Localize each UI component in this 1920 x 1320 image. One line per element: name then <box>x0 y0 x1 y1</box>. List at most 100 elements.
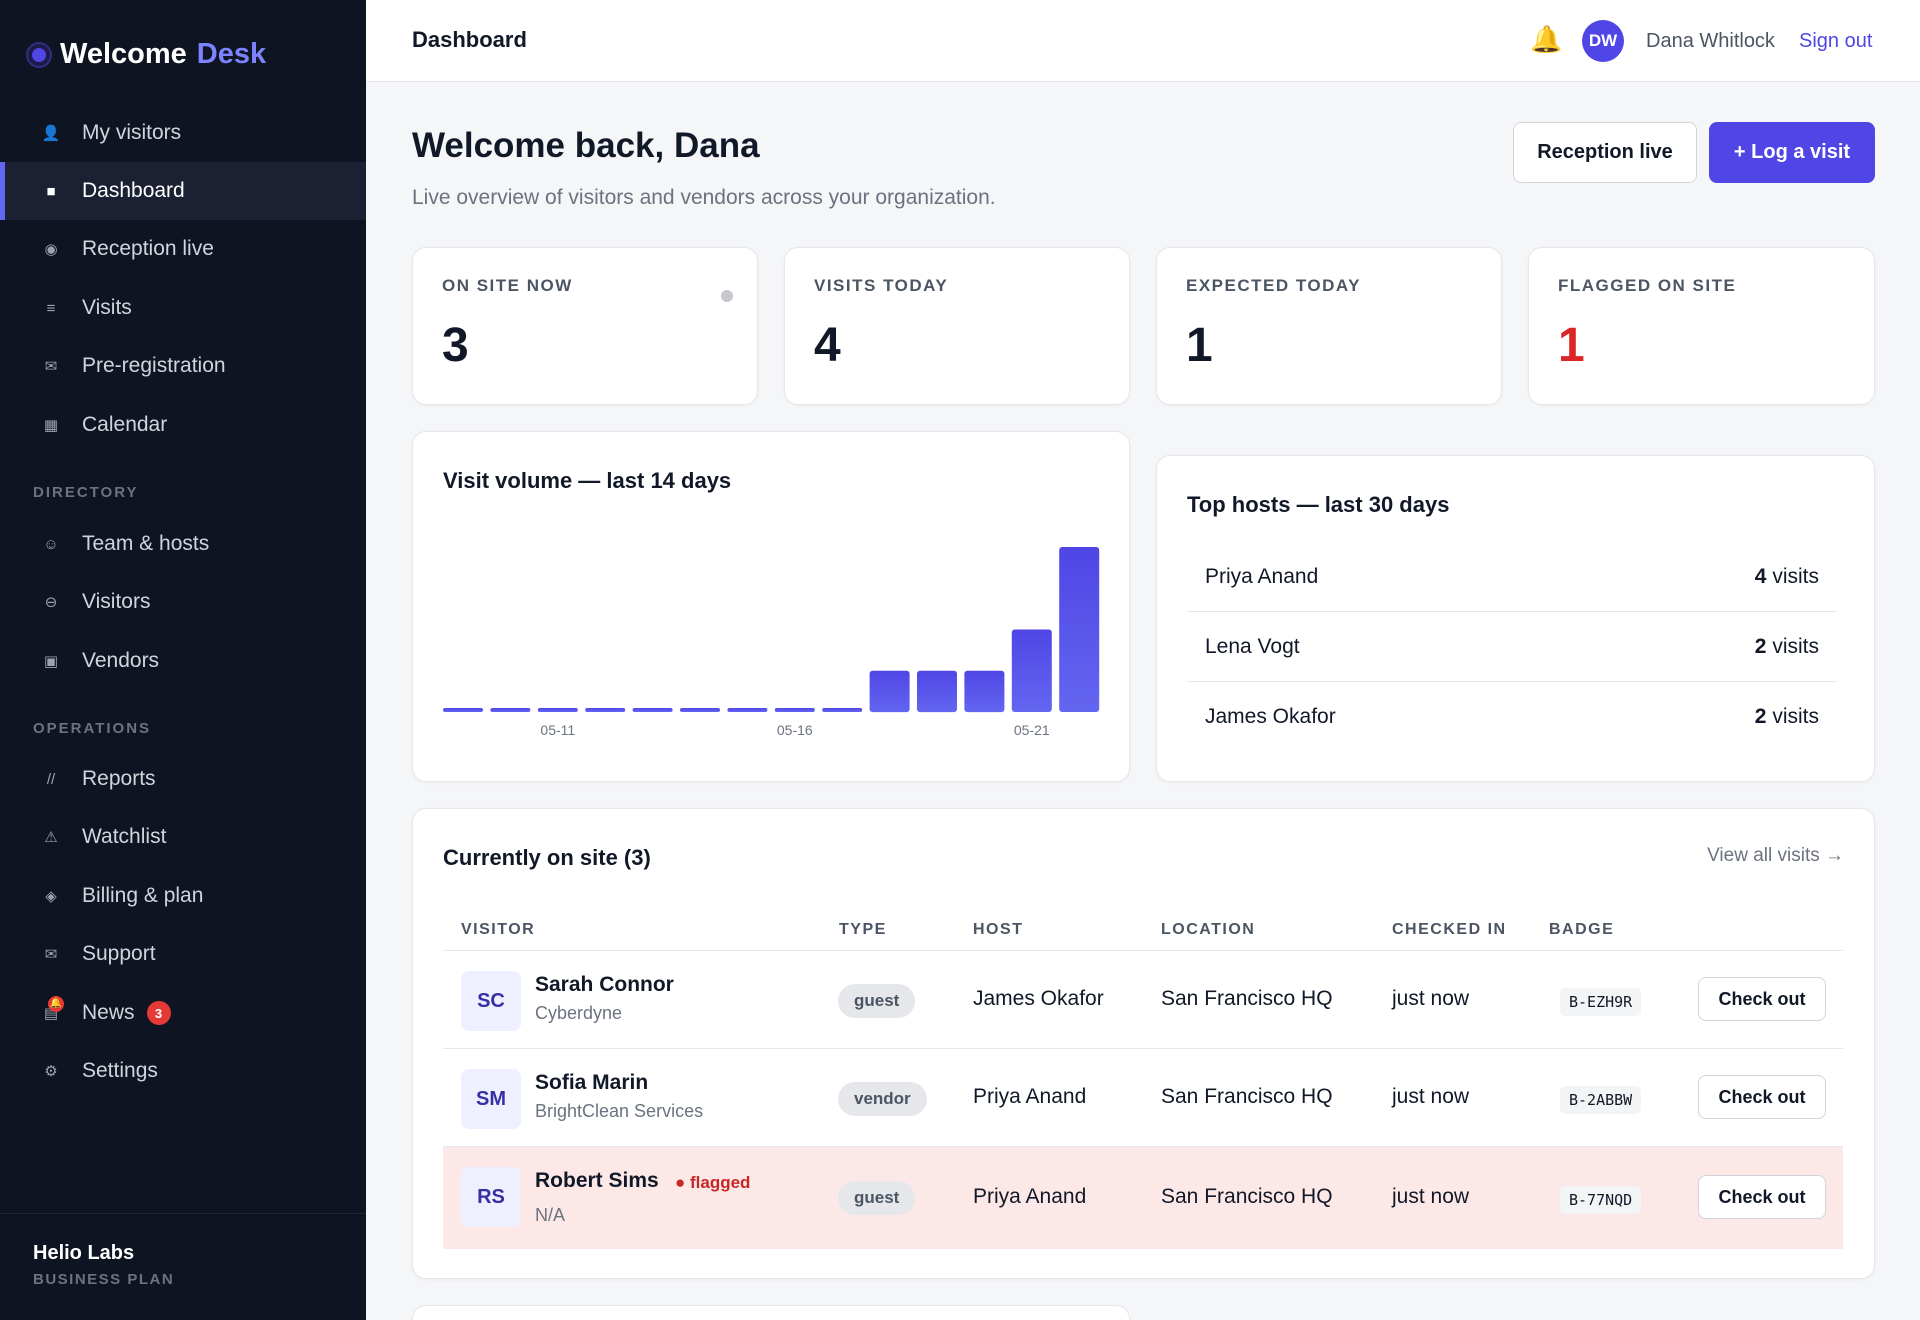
host-name: James Okafor <box>1205 705 1336 728</box>
stat-card-on-site: ON SITE NOW 3 <box>412 247 758 405</box>
user-name: Dana Whitlock <box>1646 30 1775 52</box>
sidebar-item-billing[interactable]: ◈ Billing & plan <box>0 867 366 925</box>
chart-bar-05-21 <box>1011 629 1052 712</box>
sidebar-item-settings[interactable]: ⚙ Settings <box>0 1042 366 1100</box>
sidebar-item-label: Pre-registration <box>82 354 226 377</box>
visitor-company: N/A <box>535 1205 566 1225</box>
column-header-location: LOCATION <box>1161 921 1256 938</box>
bell-icon[interactable]: 🔔 <box>1530 24 1563 54</box>
brand-name-part2: Desk <box>196 38 267 70</box>
host-visit-count: 2 <box>1754 705 1767 728</box>
sidebar-item-visits[interactable]: ≡ Visits <box>0 279 366 337</box>
avatar[interactable]: DW <box>1582 20 1624 62</box>
stat-value: 4 <box>814 319 841 372</box>
mail-icon: ✉ <box>44 358 58 375</box>
chart-bar-05-16 <box>774 708 815 712</box>
check-out-button[interactable]: Check out <box>1698 1075 1826 1119</box>
host-row[interactable]: Lena Vogt 2 visits <box>1187 612 1837 682</box>
checked-in-cell: just now <box>1392 1185 1470 1208</box>
checked-in-cell: just now <box>1392 987 1470 1010</box>
table-row[interactable]: SM Sofia Marin BrightClean Services vend… <box>443 1048 1843 1146</box>
sidebar-item-label: Billing & plan <box>82 884 204 907</box>
reception-live-button[interactable]: Reception live <box>1513 122 1697 183</box>
host-row[interactable]: Priya Anand 4 visits <box>1187 542 1837 612</box>
host-visits: 2 visits <box>1755 705 1819 729</box>
column-header-checked-in: CHECKED IN <box>1392 921 1507 938</box>
box-icon: ▣ <box>43 653 59 670</box>
badge-code: B-77NQD <box>1560 1186 1642 1214</box>
chart-bar-05-10 <box>490 708 531 712</box>
column-header-visitor: VISITOR <box>461 921 536 938</box>
top-hosts-title: Top hosts — last 30 days <box>1187 492 1450 517</box>
sidebar-item-watchlist[interactable]: ⚠ Watchlist <box>0 808 366 866</box>
stat-label: ON SITE NOW <box>442 276 573 295</box>
diamond-icon: ◈ <box>45 888 57 905</box>
stat-value: 1 <box>1558 319 1585 372</box>
host-visit-unit: visits <box>1772 564 1819 588</box>
visitor-company: Cyberdyne <box>535 1003 623 1023</box>
table-row[interactable]: SC Sarah Connor Cyberdyne guest James Ok… <box>443 950 1843 1048</box>
radio-icon: ◉ <box>44 241 58 258</box>
calendar-icon: ▦ <box>43 417 59 434</box>
checked-in-cell: just now <box>1392 1085 1470 1108</box>
check-out-button[interactable]: Check out <box>1698 977 1826 1021</box>
visitor-name: Robert Sims <box>535 1169 659 1192</box>
person-icon: 👤 <box>41 125 61 142</box>
sidebar-item-label: Support <box>82 942 156 965</box>
on-site-title: Currently on site (3) <box>443 845 651 870</box>
check-out-button[interactable]: Check out <box>1698 1175 1826 1219</box>
sidebar-item-support[interactable]: ✉ Support <box>0 925 366 983</box>
table-row-flagged[interactable]: RS Robert Sims ● flagged N/A guest Priya… <box>443 1146 1843 1249</box>
log-visit-button[interactable]: + Log a visit <box>1709 122 1875 183</box>
chart-tick-label: 05-21 <box>1014 722 1050 738</box>
sidebar-item-calendar[interactable]: ▦ Calendar <box>0 396 366 454</box>
stat-card-flagged: FLAGGED ON SITE 1 <box>1528 247 1875 405</box>
sign-out-link[interactable]: Sign out <box>1799 30 1873 52</box>
sidebar-item-label: Reports <box>82 767 156 790</box>
sidebar-item-visitors[interactable]: ⊖ Visitors <box>0 573 366 631</box>
sidebar-footer: Helio Labs BUSINESS PLAN <box>0 1213 366 1288</box>
host-visit-unit: visits <box>1772 705 1819 728</box>
stat-value: 1 <box>1186 319 1213 372</box>
stat-card-visits-today: VISITS TODAY 4 <box>784 247 1130 405</box>
stat-label: FLAGGED ON SITE <box>1558 276 1737 295</box>
sidebar-item-dashboard[interactable]: ■ Dashboard <box>0 162 366 220</box>
sidebar-item-label: Reception live <box>82 237 214 260</box>
location-cell: San Francisco HQ <box>1161 1085 1333 1108</box>
type-pill: vendor <box>838 1082 927 1116</box>
mail-icon: ✉ <box>44 946 58 963</box>
host-visits: 2 visits <box>1755 635 1819 659</box>
chart-bar-05-13 <box>632 708 673 712</box>
sidebar-item-vendors[interactable]: ▣ Vendors <box>0 632 366 690</box>
stat-label: EXPECTED TODAY <box>1186 276 1361 295</box>
chart-tick-label: 05-16 <box>777 722 813 738</box>
page-title: Dashboard <box>412 27 527 52</box>
news-count-badge: 3 <box>146 1001 171 1025</box>
host-cell: Priya Anand <box>973 1185 1087 1208</box>
sidebar-item-pre-registration[interactable]: ✉ Pre-registration <box>0 337 366 395</box>
sidebar-item-my-visitors[interactable]: 👤 My visitors <box>0 104 366 162</box>
host-visit-unit: visits <box>1772 634 1819 658</box>
sidebar-item-label: Visitors <box>82 590 151 613</box>
section-label-operations: OPERATIONS <box>33 720 152 737</box>
sidebar-item-news[interactable]: ▤ 🔔 News 3 <box>0 984 366 1042</box>
brand-logo[interactable]: Welcome Desk <box>28 38 266 71</box>
visitor-name: Sarah Connor <box>535 973 674 996</box>
circle-minus-icon: ⊖ <box>44 594 58 611</box>
host-row[interactable]: James Okafor 2 visits <box>1187 682 1837 752</box>
sidebar-item-label: My visitors <box>82 121 182 144</box>
badge-code: B-EZH9R <box>1560 988 1642 1016</box>
sidebar-item-label: News <box>82 1001 135 1024</box>
sidebar-item-team-hosts[interactable]: ☺ Team & hosts <box>0 515 366 573</box>
sidebar: Welcome Desk 👤 My visitors ■ Dashboard ◉… <box>0 0 366 1320</box>
gear-icon: ⚙ <box>44 1063 58 1080</box>
section-label-directory: DIRECTORY <box>33 484 139 501</box>
stat-value: 3 <box>442 319 469 372</box>
sidebar-item-label: Calendar <box>82 413 168 436</box>
view-all-visits-link[interactable]: View all visits → <box>1707 845 1844 866</box>
sidebar-item-reception-live[interactable]: ◉ Reception live <box>0 220 366 278</box>
sidebar-item-reports[interactable]: // Reports <box>0 750 366 808</box>
chart-bar-05-18 <box>869 670 910 713</box>
chart-bar-05-12 <box>585 708 626 712</box>
chart-bar-05-22 <box>1059 547 1100 712</box>
